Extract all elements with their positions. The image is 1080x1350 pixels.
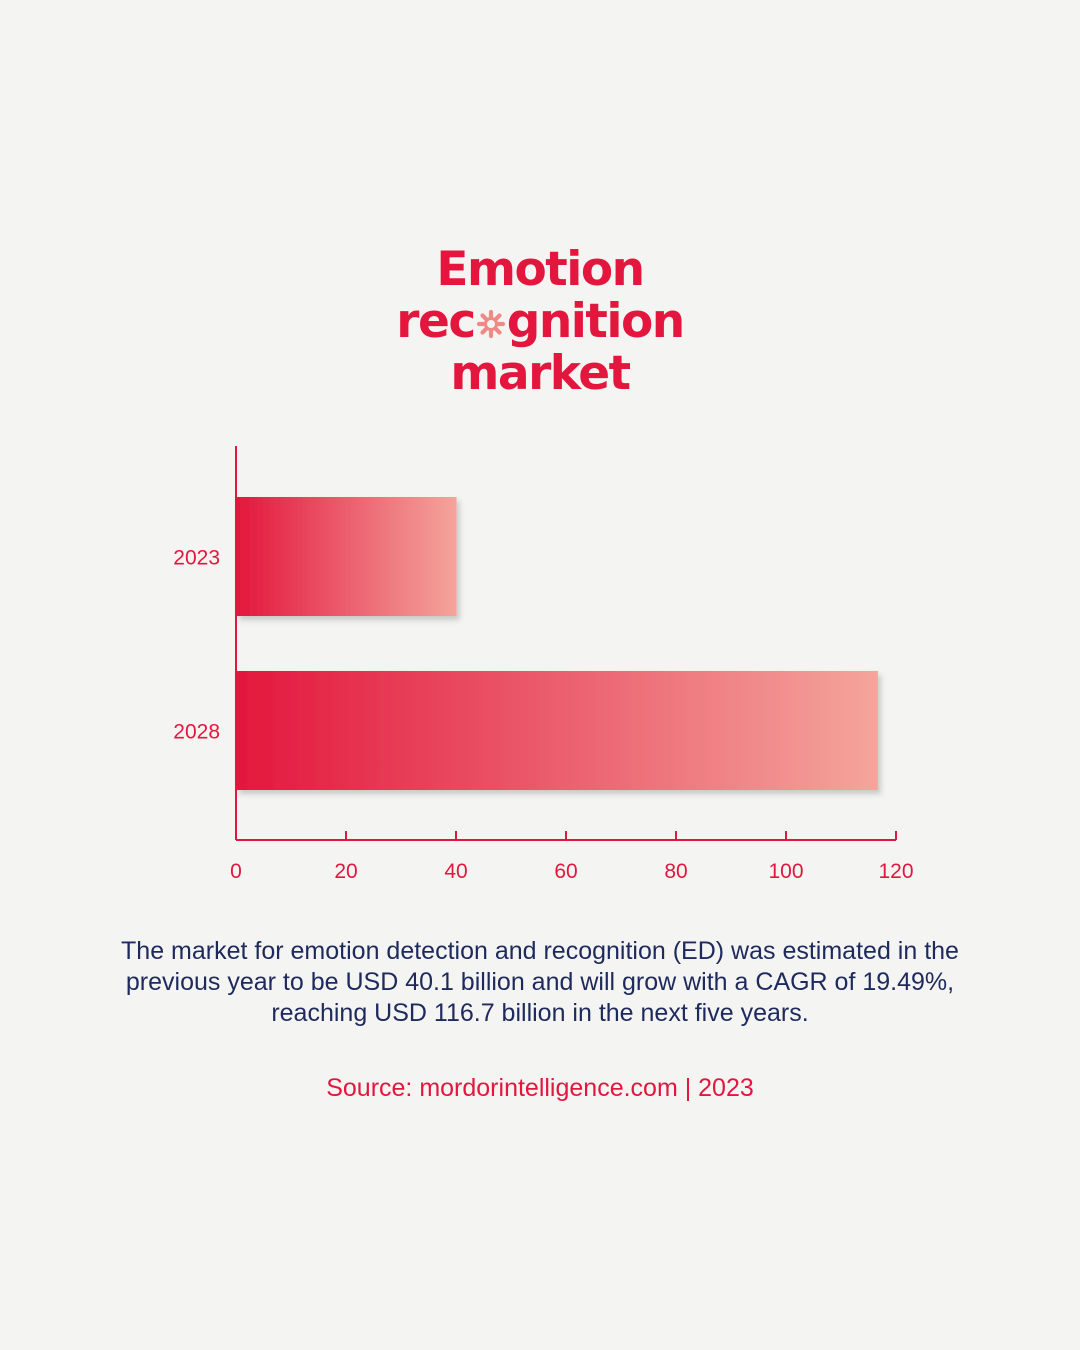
title-line-1: Emotion: [436, 242, 645, 297]
bar-2023: [236, 497, 457, 616]
asterisk-o-icon: [476, 309, 505, 339]
category-label-2028: 2028: [173, 721, 220, 744]
title-line-3: market: [450, 346, 631, 401]
x-tick-label-40: 40: [444, 860, 467, 883]
x-tick-label-20: 20: [334, 860, 357, 883]
title-line-2: rec gnition: [0, 296, 1080, 348]
chart-title: Emotion rec gnition market: [0, 244, 1080, 400]
category-label-2023: 2023: [173, 547, 220, 570]
bar-chart: 2023 2028 0 20 40 60 80 100 120: [173, 446, 914, 883]
x-tick-label-120: 120: [878, 860, 913, 883]
x-tick-label-80: 80: [664, 860, 687, 883]
x-tick-label-100: 100: [768, 860, 803, 883]
description-text: The market for emotion detection and rec…: [121, 937, 959, 1027]
bar-2028: [236, 671, 878, 790]
x-tick-label-0: 0: [230, 860, 242, 883]
x-tick-label-60: 60: [554, 860, 577, 883]
title-line-2-end: gnition: [506, 294, 686, 349]
title-line-2-start: rec: [396, 294, 476, 349]
source-text: Source: mordorintelligence.com | 2023: [326, 1074, 754, 1102]
